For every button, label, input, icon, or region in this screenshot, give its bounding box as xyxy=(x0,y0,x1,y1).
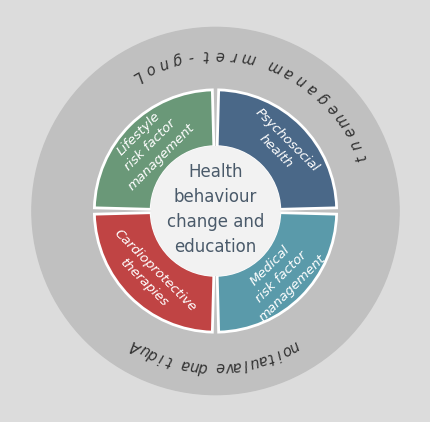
Text: n: n xyxy=(292,71,308,89)
Text: a: a xyxy=(231,357,242,374)
Circle shape xyxy=(151,146,279,276)
Text: -: - xyxy=(187,49,194,65)
Text: a: a xyxy=(255,352,268,368)
Text: a: a xyxy=(179,356,191,373)
Text: n: n xyxy=(188,357,199,374)
Text: m: m xyxy=(239,49,256,67)
Text: o: o xyxy=(278,342,293,359)
Text: Health
behaviour
change and
education: Health behaviour change and education xyxy=(166,162,264,256)
Text: m: m xyxy=(331,109,352,130)
Wedge shape xyxy=(94,213,213,332)
Text: t: t xyxy=(264,349,275,365)
Wedge shape xyxy=(217,213,336,332)
Text: t: t xyxy=(353,152,369,163)
Text: Psychosocial
health: Psychosocial health xyxy=(240,106,320,185)
Text: u: u xyxy=(137,341,152,359)
Text: t: t xyxy=(163,352,173,368)
Text: e: e xyxy=(341,124,358,139)
Text: v: v xyxy=(223,359,233,374)
Text: Medical
risk factor
management: Medical risk factor management xyxy=(233,229,328,324)
Text: n: n xyxy=(156,55,170,73)
Text: e: e xyxy=(215,360,224,375)
Text: i: i xyxy=(273,346,283,362)
Text: n: n xyxy=(347,137,365,152)
Text: e: e xyxy=(324,100,341,117)
Text: Cardioprotective
therapies: Cardioprotective therapies xyxy=(100,227,199,326)
Text: d: d xyxy=(145,345,160,363)
Text: Lifestyle
risk factor
management: Lifestyle risk factor management xyxy=(102,98,197,193)
Text: a: a xyxy=(304,80,320,97)
Text: L: L xyxy=(130,67,144,84)
Text: o: o xyxy=(143,60,157,78)
Text: g: g xyxy=(170,51,183,68)
Text: t: t xyxy=(202,48,208,63)
Text: l: l xyxy=(241,357,248,372)
Text: g: g xyxy=(314,89,331,107)
Wedge shape xyxy=(94,90,213,209)
Text: m: m xyxy=(265,57,284,76)
Text: u: u xyxy=(247,354,260,371)
Text: a: a xyxy=(280,64,295,82)
Text: A: A xyxy=(129,337,145,355)
Text: i: i xyxy=(156,349,165,365)
Wedge shape xyxy=(217,90,336,209)
Text: r: r xyxy=(230,48,237,64)
Text: n: n xyxy=(285,338,301,355)
Text: d: d xyxy=(197,359,207,374)
Circle shape xyxy=(32,27,398,395)
Text: e: e xyxy=(215,47,224,62)
